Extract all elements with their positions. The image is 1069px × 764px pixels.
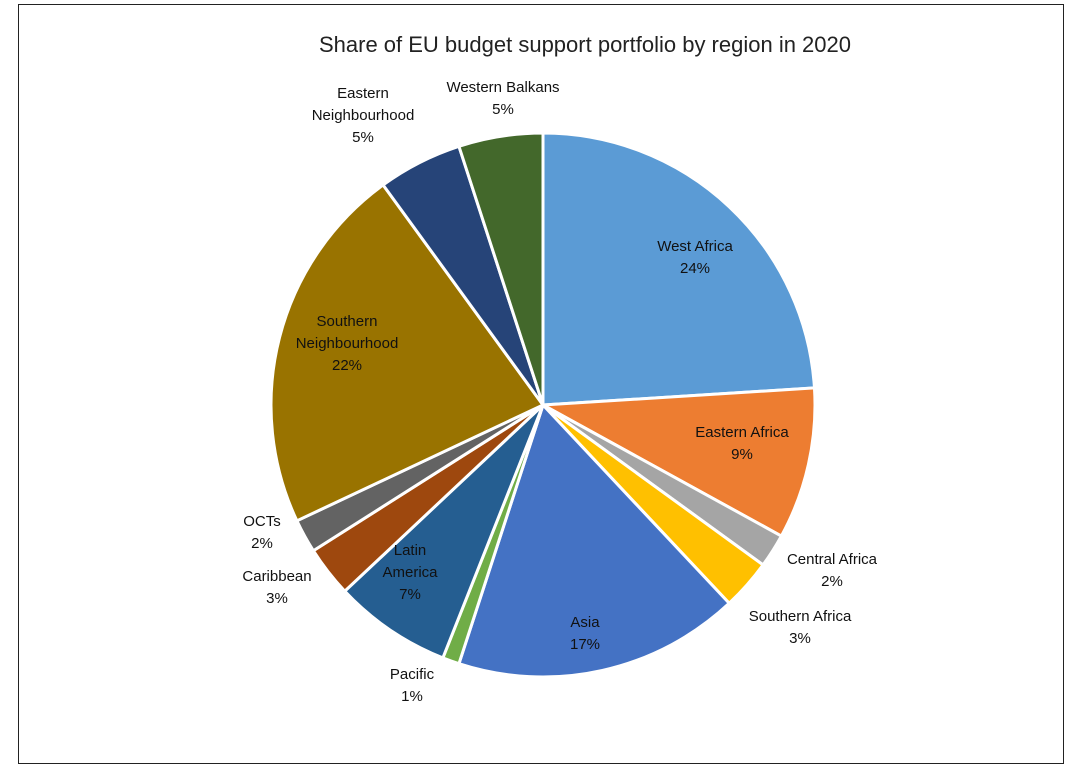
slice-label: West Africa 24% — [657, 238, 733, 277]
slice-name: Eastern — [337, 85, 389, 102]
slice-name: Eastern Africa — [695, 424, 789, 441]
slice-percent: 5% — [352, 129, 374, 146]
slice-name: Central Africa — [787, 551, 878, 568]
slice-percent: 1% — [401, 688, 423, 705]
slice-label: Central Africa 2% — [787, 551, 878, 590]
chart-title: Share of EU budget support portfolio by … — [319, 32, 851, 57]
slice-name: Western Balkans — [446, 79, 559, 96]
slice-percent: 24% — [680, 260, 710, 277]
slice-percent: 22% — [332, 357, 362, 374]
slice-percent: 17% — [570, 636, 600, 653]
slice-name: Asia — [570, 614, 600, 631]
pie-slice — [457, 131, 545, 406]
slice-name: Latin — [394, 542, 427, 559]
slice-percent: 2% — [251, 535, 273, 552]
slice-label: Pacific 1% — [390, 666, 435, 705]
slice-label: Asia 17% — [570, 614, 600, 653]
slice-percent: 7% — [399, 586, 421, 603]
slice-name: West Africa — [657, 238, 733, 255]
pie-chart: Share of EU budget support portfolio by … — [242, 32, 877, 705]
pie-slice — [541, 131, 817, 407]
slice-label: Western Balkans 5% — [446, 79, 559, 118]
slice-name: America — [382, 564, 438, 581]
slice-name: Pacific — [390, 666, 435, 683]
slice-label: Southern Neighbourhood 22% — [296, 313, 399, 374]
slice-percent: 3% — [266, 590, 288, 607]
slice-label: Latin America 7% — [382, 542, 438, 603]
slice-label: Eastern Africa 9% — [695, 424, 789, 463]
slice-name: Neighbourhood — [312, 107, 415, 124]
slice-name: Caribbean — [242, 568, 311, 585]
slice-percent: 2% — [821, 573, 843, 590]
slice-label: Eastern Neighbourhood 5% — [312, 85, 415, 146]
pie-slices — [269, 131, 817, 679]
slice-label: Caribbean 3% — [242, 568, 311, 607]
slice-percent: 9% — [731, 446, 753, 463]
slice-labels: West Africa 24% Eastern Africa 9% Central Af… — [242, 79, 877, 705]
slice-label: Southern Africa 3% — [749, 608, 852, 647]
slice-percent: 5% — [492, 101, 514, 118]
slice-name: Southern Africa — [749, 608, 852, 625]
pie-slice — [457, 402, 732, 679]
slice-name: Neighbourhood — [296, 335, 399, 352]
slice-percent: 3% — [789, 630, 811, 647]
slice-label: OCTs 2% — [243, 513, 281, 552]
pie-slice — [537, 386, 817, 539]
pie-slice — [269, 182, 546, 523]
slice-name: OCTs — [243, 513, 281, 530]
pie-slice — [342, 403, 545, 660]
slice-name: Southern — [317, 313, 378, 330]
